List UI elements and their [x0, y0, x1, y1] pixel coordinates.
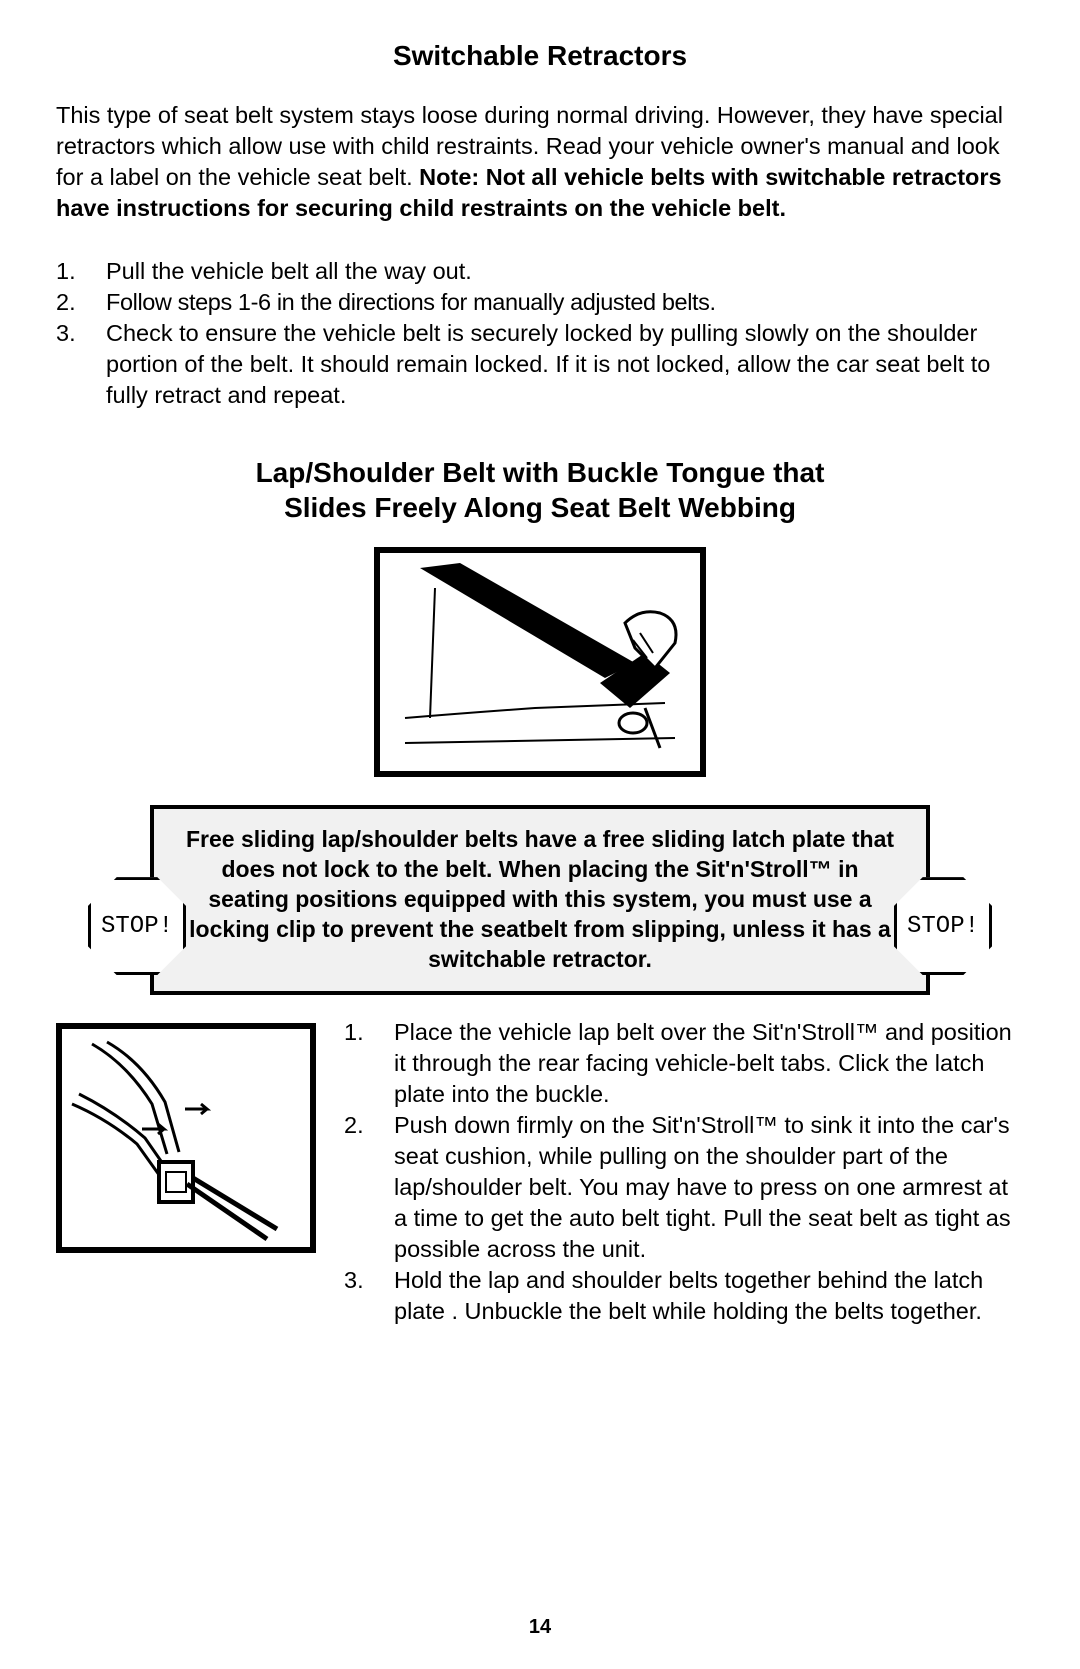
stop-label: STOP! [101, 913, 173, 940]
list-item: 1. Place the vehicle lap belt over the S… [344, 1017, 1024, 1110]
warning-text: Free sliding lap/shoulder belts have a f… [186, 826, 894, 972]
steps-list-a: 1. Pull the vehicle belt all the way out… [56, 256, 1024, 411]
step-text: Follow steps 1-6 in the directions for m… [106, 287, 1024, 318]
seatbelt-diagram-icon [385, 558, 695, 766]
step-text: Push down firmly on the Sit'n'Stroll™ to… [394, 1110, 1024, 1265]
section-title-2: Lap/Shoulder Belt with Buckle Tongue tha… [56, 455, 1024, 525]
figure-1-seatbelt-illustration [374, 547, 706, 777]
section-title-1: Switchable Retractors [56, 40, 1024, 72]
list-item: 1. Pull the vehicle belt all the way out… [56, 256, 1024, 287]
step-text: Pull the vehicle belt all the way out. [106, 256, 1024, 287]
locking-clip-diagram-icon [67, 1034, 305, 1242]
figure-2-locking-clip-illustration [56, 1023, 316, 1253]
step-number: 3. [56, 318, 106, 411]
steps-list-b: 1. Place the vehicle lap belt over the S… [344, 1017, 1024, 1327]
warning-callout: STOP! Free sliding lap/shoulder belts ha… [56, 805, 1024, 994]
list-item: 2. Follow steps 1-6 in the directions fo… [56, 287, 1024, 318]
list-item: 3. Check to ensure the vehicle belt is s… [56, 318, 1024, 411]
step-number: 1. [56, 256, 106, 287]
title2-line1: Lap/Shoulder Belt with Buckle Tongue tha… [256, 457, 825, 488]
step-text: Hold the lap and shoulder belts together… [394, 1265, 1024, 1327]
intro-paragraph: This type of seat belt system stays loos… [56, 100, 1024, 224]
list-item: 3. Hold the lap and shoulder belts toget… [344, 1265, 1024, 1327]
page-number: 14 [0, 1616, 1080, 1639]
step-number: 3. [344, 1265, 394, 1327]
title2-line2: Slides Freely Along Seat Belt Webbing [284, 492, 796, 523]
step-number: 1. [344, 1017, 394, 1110]
step-number: 2. [56, 287, 106, 318]
step-text: Place the vehicle lap belt over the Sit'… [394, 1017, 1024, 1110]
list-item: 2. Push down firmly on the Sit'n'Stroll™… [344, 1110, 1024, 1265]
stop-label: STOP! [907, 913, 979, 940]
stop-sign-right-icon: STOP! [894, 877, 992, 975]
step-number: 2. [344, 1110, 394, 1265]
lower-section: 1. Place the vehicle lap belt over the S… [56, 1017, 1024, 1327]
warning-text-box: Free sliding lap/shoulder belts have a f… [150, 805, 930, 994]
figure-1-container [56, 547, 1024, 777]
step-text: Check to ensure the vehicle belt is secu… [106, 318, 1024, 411]
stop-sign-left-icon: STOP! [88, 877, 186, 975]
